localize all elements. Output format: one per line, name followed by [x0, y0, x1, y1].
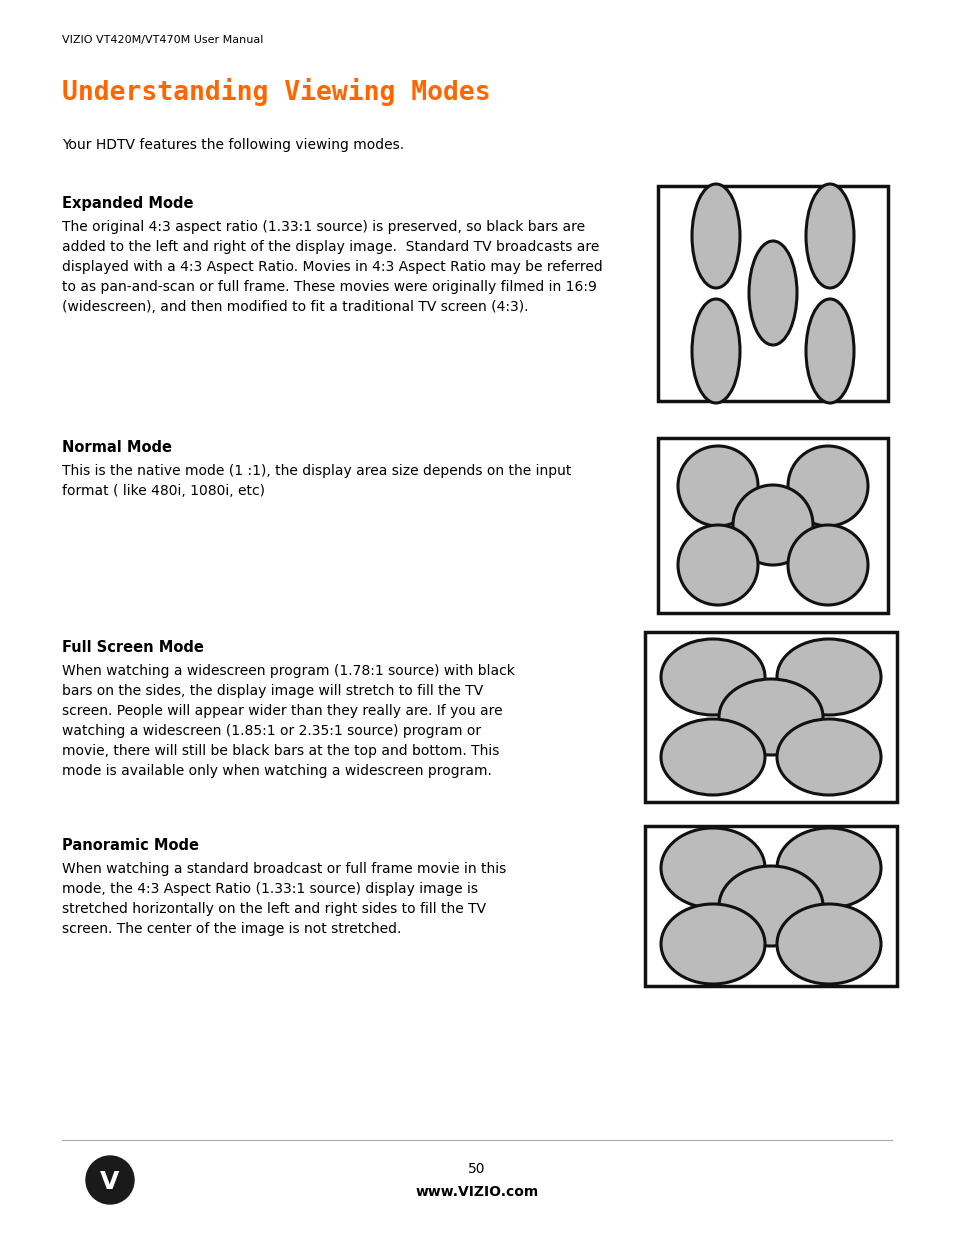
Ellipse shape — [719, 679, 822, 755]
Text: Your HDTV features the following viewing modes.: Your HDTV features the following viewing… — [62, 138, 404, 152]
Ellipse shape — [678, 446, 758, 526]
Ellipse shape — [691, 299, 740, 403]
Ellipse shape — [776, 827, 880, 908]
Text: This is the native mode (1 :1), the display area size depends on the input
forma: This is the native mode (1 :1), the disp… — [62, 464, 571, 498]
Ellipse shape — [660, 638, 764, 715]
Ellipse shape — [805, 299, 853, 403]
Ellipse shape — [678, 525, 758, 605]
Text: The original 4:3 aspect ratio (1.33:1 source) is preserved, so black bars are
ad: The original 4:3 aspect ratio (1.33:1 so… — [62, 220, 602, 314]
Bar — [658, 186, 887, 401]
Text: 50: 50 — [468, 1162, 485, 1176]
Text: Full Screen Mode: Full Screen Mode — [62, 640, 204, 655]
Ellipse shape — [660, 904, 764, 984]
Ellipse shape — [732, 485, 812, 564]
Ellipse shape — [776, 719, 880, 795]
Ellipse shape — [748, 241, 796, 345]
Ellipse shape — [660, 719, 764, 795]
Text: VIZIO VT420M/VT470M User Manual: VIZIO VT420M/VT470M User Manual — [62, 35, 263, 44]
Ellipse shape — [805, 184, 853, 288]
Text: Normal Mode: Normal Mode — [62, 440, 172, 454]
Bar — [644, 826, 896, 986]
Text: Panoramic Mode: Panoramic Mode — [62, 839, 199, 853]
Text: Understanding Viewing Modes: Understanding Viewing Modes — [62, 78, 490, 106]
Ellipse shape — [719, 866, 822, 946]
Text: When watching a widescreen program (1.78:1 source) with black
bars on the sides,: When watching a widescreen program (1.78… — [62, 664, 515, 778]
Bar — [644, 632, 896, 802]
Text: When watching a standard broadcast or full frame movie in this
mode, the 4:3 Asp: When watching a standard broadcast or fu… — [62, 862, 506, 936]
Ellipse shape — [787, 446, 867, 526]
Ellipse shape — [787, 525, 867, 605]
Text: www.VIZIO.com: www.VIZIO.com — [415, 1186, 538, 1199]
Bar — [658, 438, 887, 613]
Text: V: V — [100, 1170, 119, 1194]
Circle shape — [86, 1156, 133, 1204]
Text: Expanded Mode: Expanded Mode — [62, 196, 193, 211]
Ellipse shape — [660, 827, 764, 908]
Ellipse shape — [776, 904, 880, 984]
Ellipse shape — [776, 638, 880, 715]
Ellipse shape — [691, 184, 740, 288]
